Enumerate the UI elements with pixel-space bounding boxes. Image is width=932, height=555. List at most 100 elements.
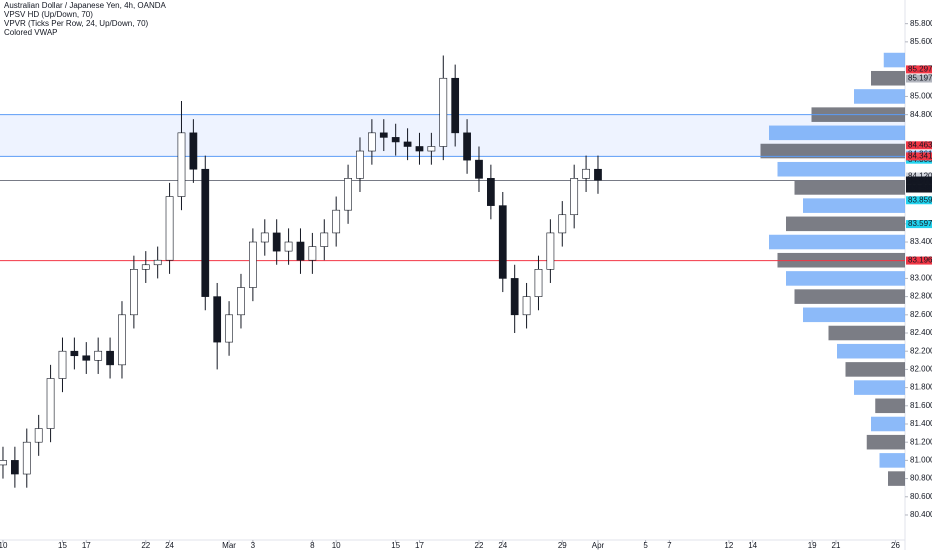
candle-body: [534, 269, 543, 297]
y-tick-label: 82.200: [910, 346, 932, 355]
profile-row: [888, 471, 905, 486]
profile-row: [871, 70, 905, 86]
candle-body: [332, 209, 341, 234]
price-tag: [906, 196, 932, 205]
candle-body: [106, 350, 114, 366]
price-tag: [906, 220, 932, 229]
candle-body: [70, 350, 79, 357]
price-tag-label: 83.859: [908, 195, 932, 204]
x-tick-label: 15: [58, 541, 67, 550]
profile-row: [845, 362, 905, 377]
y-tick-label: 82.800: [910, 292, 932, 301]
x-tick-label: 15: [391, 541, 400, 550]
profile-row: [760, 143, 905, 159]
price-tag: [906, 172, 932, 181]
candle-body: [439, 77, 448, 147]
y-tick-label: 80.600: [910, 492, 932, 501]
x-tick-label: 12: [724, 541, 733, 550]
y-tick-label: 83.000: [910, 274, 932, 283]
candle-body: [82, 355, 91, 361]
candle-body: [558, 214, 567, 234]
x-tick-label: 19: [808, 541, 817, 550]
x-tick-label: 22: [475, 541, 484, 550]
y-tick-label: 81.400: [910, 419, 932, 428]
x-tick-label: 10: [332, 541, 341, 550]
header-line: Australian Dollar / Japanese Yen, 4h, OA…: [4, 1, 167, 10]
candle-body: [415, 146, 424, 152]
candle-body: [46, 378, 55, 429]
profile-row: [786, 271, 905, 286]
profile-row: [871, 416, 905, 432]
candle-body: [391, 137, 400, 143]
y-tick-label: 81.600: [910, 401, 932, 410]
y-tick-label: 85.800: [910, 19, 932, 28]
x-tick-label: Mar: [222, 541, 236, 550]
x-tick-label: 29: [558, 541, 567, 550]
profile-row: [866, 434, 905, 450]
x-tick-label: Apr: [592, 541, 605, 550]
candle-body: [320, 232, 329, 247]
candle-body: [22, 441, 31, 475]
y-tick-label: 85.000: [910, 92, 932, 101]
candle-body: [451, 77, 460, 134]
profile-row: [769, 234, 905, 250]
candle-body: [296, 241, 305, 261]
y-tick-label: 80.800: [910, 474, 932, 483]
profile-row: [786, 216, 905, 232]
profile-row: [803, 307, 905, 323]
profile-row: [875, 398, 905, 414]
x-tick-label: 24: [498, 541, 507, 550]
profile-row: [854, 89, 905, 104]
candle-body: [189, 132, 198, 170]
candle-body: [368, 132, 376, 152]
y-tick-label: 82.600: [910, 310, 932, 319]
profile-row: [854, 380, 905, 395]
y-tick-label: 81.000: [910, 455, 932, 464]
price-tag-label: 83.196: [908, 256, 932, 265]
candle-body: [34, 428, 43, 443]
candle-body: [308, 246, 317, 261]
x-tick-label: 14: [748, 541, 757, 550]
candle-body: [118, 314, 126, 366]
candle-body: [427, 146, 436, 152]
y-tick-label: 85.600: [910, 37, 932, 46]
candle-body: [475, 159, 483, 179]
candle-body: [141, 264, 150, 270]
profile-row: [828, 325, 905, 341]
candle-body: [594, 168, 602, 181]
x-tick-label: 10: [0, 541, 8, 550]
y-tick-label: 82.000: [910, 365, 932, 374]
candle-body: [522, 296, 531, 316]
header-line: Colored VWAP: [4, 28, 58, 37]
candle-body: [487, 178, 495, 206]
price-tag-label: 84.341: [908, 152, 932, 161]
candle-body: [260, 232, 269, 243]
price-tag-label: 84.463: [908, 140, 932, 149]
y-tick-label: 82.400: [910, 328, 932, 337]
price-tag: [906, 141, 932, 150]
header-line: VPSV HD (Up/Down, 70): [4, 10, 93, 19]
y-tick-label: 81.800: [910, 383, 932, 392]
countdown-bg: [906, 184, 932, 193]
candle-body: [201, 168, 210, 297]
profile-row: [879, 453, 905, 468]
price-tag: [906, 152, 932, 161]
x-tick-label: 17: [415, 541, 424, 550]
price-tag-label: 83.597: [908, 219, 932, 228]
candle-body: [0, 460, 7, 466]
candle-body: [94, 350, 103, 361]
candle-body: [165, 196, 174, 261]
candle-body: [379, 132, 388, 138]
price-tag-label: 85.297: [908, 65, 932, 74]
price-tag-label: 85.197: [908, 74, 932, 83]
countdown: 09:58: [910, 184, 931, 193]
candle-body: [498, 205, 507, 279]
profile-row: [794, 180, 905, 195]
profile-row: [803, 198, 905, 213]
candle-body: [130, 269, 138, 316]
header-line: VPVR (Ticks Per Row, 24, Up/Down, 70): [4, 19, 149, 28]
x-tick-label: 7: [667, 541, 672, 550]
y-tick-label: 80.400: [910, 510, 932, 519]
profile-row: [777, 161, 905, 177]
